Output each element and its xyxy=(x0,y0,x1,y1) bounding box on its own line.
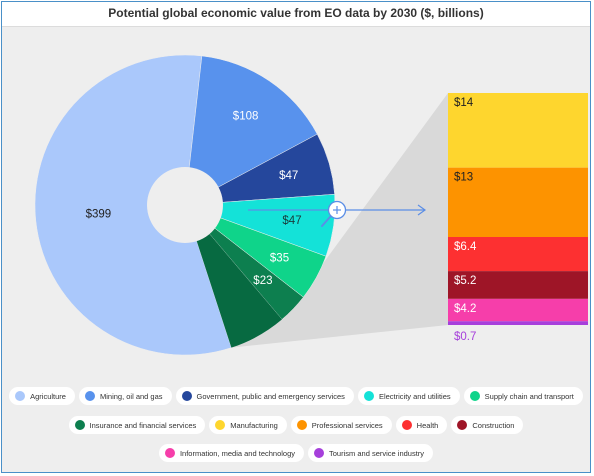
legend-label: Manufacturing xyxy=(230,420,278,430)
legend-row-1: Agriculture Mining, oil and gas Government… xyxy=(2,387,590,405)
legend-item-government-public-and-emergency-services: Government, public and emergency service… xyxy=(175,387,354,405)
legend-swatch xyxy=(457,420,468,430)
callout-layer xyxy=(231,93,448,348)
pie-slice-mining-oil-and-gas xyxy=(184,55,318,206)
legend-label: Electricity and utilities xyxy=(378,391,451,401)
bar-label-information-media-and-technology: $4.2 xyxy=(454,303,476,315)
legend-label: Mining, oil and gas xyxy=(99,391,163,401)
bar-segment-construction xyxy=(448,271,588,299)
bar-segment-information-media-and-technology xyxy=(448,298,588,322)
legend-row-2: Insurance and financial services Manufact… xyxy=(2,416,590,434)
bar-segment-manufacturing xyxy=(448,93,588,168)
legend-swatch xyxy=(314,448,325,458)
bar-label-professional-services: $13 xyxy=(454,172,473,184)
pie-slices xyxy=(34,54,336,356)
bar-segment-professional-services xyxy=(448,167,588,237)
legend-label: Construction xyxy=(472,420,515,430)
chart-title: Potential global economic value from EO … xyxy=(108,6,484,20)
legend-item-health: Health xyxy=(395,416,448,434)
legend-swatch xyxy=(469,391,480,401)
slice-label-supply-chain-and-transport: $35 xyxy=(270,252,289,264)
legend-item-tourism-and-service-industry: Tourism and service industry xyxy=(308,444,434,462)
slice-label-insurance-and-financial-services: $23 xyxy=(253,275,272,287)
bar-segment-health xyxy=(448,237,588,272)
bar-label-manufacturing: $14 xyxy=(454,97,474,109)
magnifier-icon xyxy=(321,200,347,227)
pie-slice-insurance-and-financial-services xyxy=(184,204,304,320)
slice-label-electricity-and-utilities: $47 xyxy=(282,215,301,227)
legend-swatch xyxy=(401,420,412,430)
slice-label-government-public-and-emergency-services: $47 xyxy=(279,170,298,182)
legend-item-insurance-and-financial-services: Insurance and financial services xyxy=(68,416,206,434)
legend-label: Agriculture xyxy=(30,391,66,401)
data-labels: $399 $108 $47 $47 $35 $23 $14 $13 $6.4 $5.2 $4.2 $0… xyxy=(86,97,477,343)
zoom-callout xyxy=(231,93,448,348)
bar-segment-tourism-and-service-industry xyxy=(448,321,588,325)
breakdown-bar xyxy=(448,93,588,325)
legend-item-electricity-and-utilities: Electricity and utilities xyxy=(357,387,460,405)
legend-label: Professional services xyxy=(311,420,383,430)
bar-label-tourism-and-service-industry: $0.7 xyxy=(454,331,476,343)
legend-item-construction: Construction xyxy=(451,416,524,434)
legend-item-mining-oil-and-gas: Mining, oil and gas xyxy=(78,387,172,405)
legend-label: Government, public and emergency service… xyxy=(196,391,345,401)
legend-swatch xyxy=(296,420,307,430)
legend-item-supply-chain-and-transport: Supply chain and transport xyxy=(463,387,583,405)
legend-label: Tourism and service industry xyxy=(329,448,425,458)
slice-label-agriculture: $399 xyxy=(86,209,112,221)
legend-item-information-media-and-technology: Information, media and technology xyxy=(158,444,305,462)
legend-label: Supply chain and transport xyxy=(484,391,574,401)
legend-row-3: Information, media and technology Tourism… xyxy=(2,444,590,462)
legend-item-manufacturing: Manufacturing xyxy=(209,416,287,434)
legend-label: Information, media and technology xyxy=(179,448,296,458)
legend-swatch xyxy=(164,448,175,458)
slice-label-mining-oil-and-gas: $108 xyxy=(233,111,259,123)
arrow-head xyxy=(417,204,427,216)
legend-swatch xyxy=(15,391,26,401)
legend-item-professional-services: Professional services xyxy=(290,416,392,434)
pie-slice-agriculture xyxy=(34,54,232,356)
plot-area: $399 $108 $47 $47 $35 $23 $14 $13 $6.4 $5.2 $4.2 $0… xyxy=(2,27,590,472)
legend-swatch xyxy=(74,420,85,430)
legend-label: Insurance and financial services xyxy=(89,420,197,430)
legend-swatch xyxy=(181,391,192,401)
legend-swatch xyxy=(215,420,226,430)
legend-swatch xyxy=(84,391,95,401)
chart-svg: $399 $108 $47 $47 $35 $23 $14 $13 $6.4 $5.2 $4.2 $0… xyxy=(34,54,588,356)
pie-slice-other xyxy=(185,205,282,348)
bar-label-construction: $5.2 xyxy=(454,275,476,287)
bar-label-health: $6.4 xyxy=(454,241,477,253)
title-bar: Potential global economic value from EO … xyxy=(2,2,590,27)
donut-hole xyxy=(147,167,223,243)
legend-label: Health xyxy=(416,420,439,430)
legend-item-agriculture: Agriculture xyxy=(9,387,75,405)
zoom-arrow xyxy=(248,200,427,227)
legend-swatch xyxy=(363,391,374,401)
